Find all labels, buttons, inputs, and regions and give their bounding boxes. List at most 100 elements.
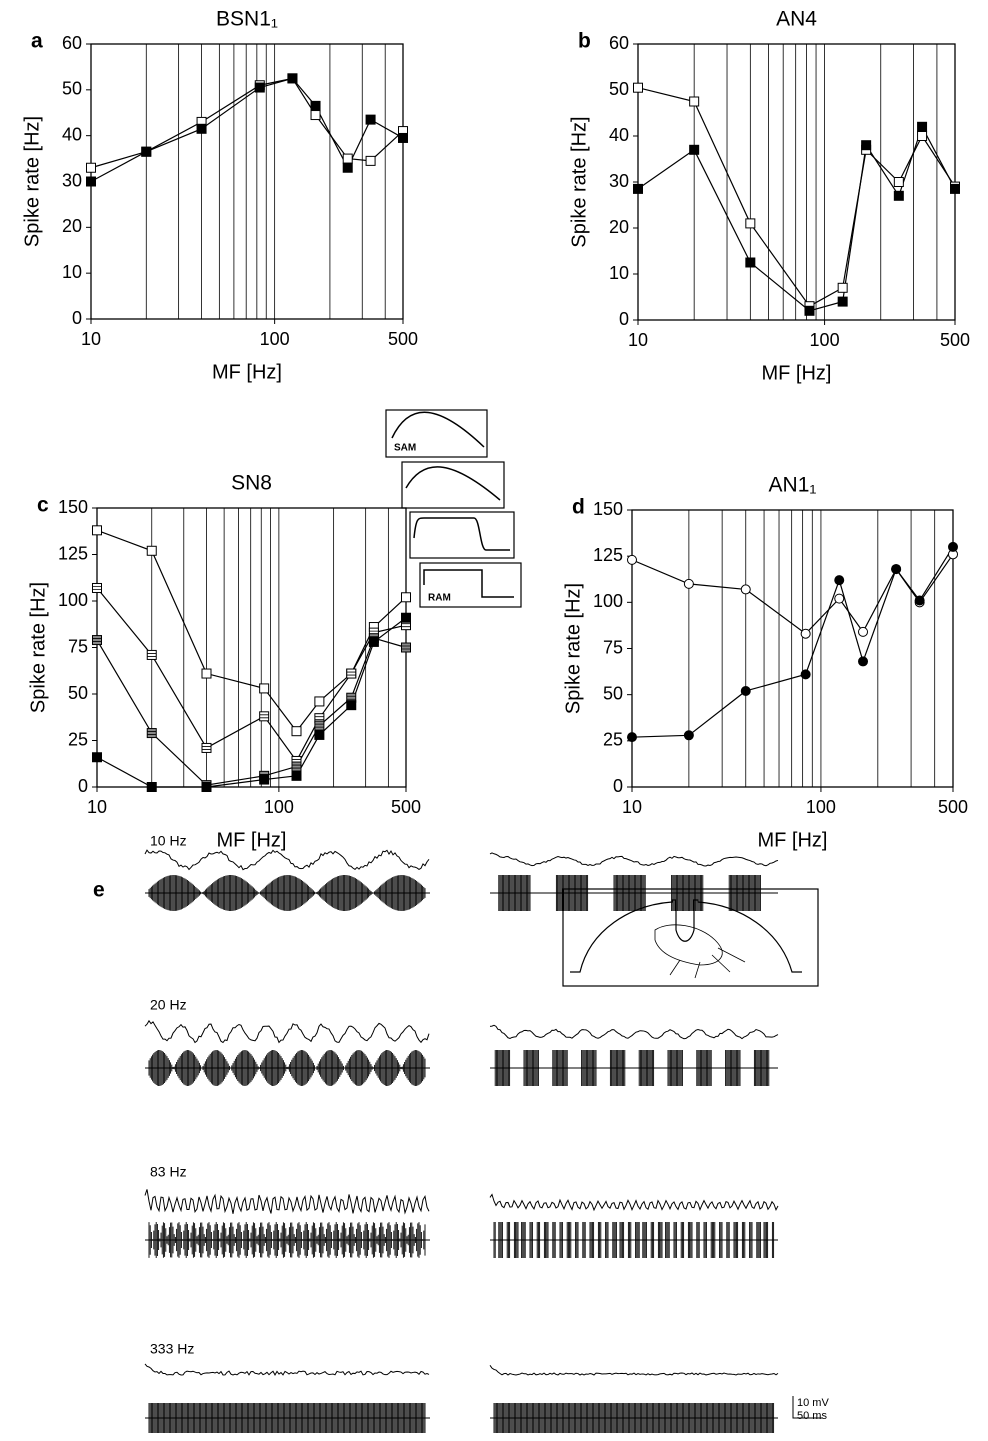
x-tick-label: 500: [940, 330, 970, 350]
data-point: [342, 162, 353, 173]
stimulus-trace: [148, 1403, 426, 1433]
y-axis-label: Spike rate [Hz]: [21, 116, 43, 247]
y-tick-label: 50: [62, 79, 82, 99]
data-point: [146, 728, 157, 739]
scale-label: 50 ms: [797, 1410, 827, 1422]
plot-frame: [637, 43, 956, 321]
membrane-trace: [144, 849, 430, 871]
plot-frame: [90, 43, 404, 320]
y-tick-label: 20: [609, 217, 629, 237]
data-point: [683, 730, 694, 741]
y-tick-label: 10: [609, 263, 629, 283]
y-tick-label: 60: [609, 33, 629, 53]
series-line: [631, 546, 954, 738]
membrane-trace: [489, 1365, 779, 1376]
x-tick-label: 10: [628, 330, 648, 350]
y-tick-label: 30: [62, 170, 82, 190]
marker-stripes: [147, 653, 157, 657]
series-line: [96, 529, 407, 733]
y-tick-label: 50: [603, 683, 623, 703]
data-point: [800, 628, 811, 639]
row-label: 83 Hz: [150, 1164, 187, 1180]
inset-box: [409, 511, 515, 559]
y-tick-label: 20: [62, 216, 82, 236]
chart-title: SN8: [231, 472, 272, 495]
membrane-trace: [489, 1193, 779, 1212]
y-tick-label: 0: [619, 309, 629, 329]
y-tick-label: 60: [62, 33, 82, 53]
data-point: [92, 582, 102, 593]
data-point: [861, 140, 872, 151]
data-point: [740, 584, 751, 595]
stimulus-trace: [148, 1222, 426, 1258]
series-line: [90, 77, 404, 169]
data-point: [346, 668, 357, 679]
data-point: [627, 554, 637, 565]
data-point: [346, 700, 357, 711]
y-tick-label: 125: [593, 545, 623, 565]
inset-label: SAM: [394, 443, 416, 454]
data-point: [804, 305, 815, 316]
y-tick-label: 75: [68, 636, 88, 656]
marker-stripes: [346, 671, 356, 676]
scale-bar: [792, 1396, 823, 1419]
plot-frame: [96, 507, 407, 788]
data-point: [917, 121, 928, 132]
data-point: [254, 82, 265, 93]
data-point: [633, 82, 643, 93]
series-line: [631, 553, 954, 635]
data-point: [398, 132, 408, 143]
plot-frame: [631, 509, 954, 788]
y-axis-label: Spike rate [Hz]: [568, 116, 590, 247]
data-point: [259, 683, 270, 694]
data-point: [92, 525, 102, 536]
data-point: [834, 575, 845, 586]
x-tick-label: 100: [810, 330, 840, 350]
data-point: [310, 110, 321, 121]
data-point: [891, 564, 902, 575]
y-tick-label: 25: [68, 729, 88, 749]
data-point: [914, 595, 925, 606]
row-label: 20 Hz: [150, 997, 187, 1013]
x-tick-label: 500: [391, 797, 421, 817]
row-label: 10 Hz: [150, 833, 187, 849]
data-point: [146, 782, 157, 792]
data-point: [689, 144, 700, 155]
series-line: [96, 617, 407, 788]
x-tick-label: 10: [87, 797, 107, 817]
data-point: [365, 155, 376, 166]
x-tick-label: 10: [81, 329, 101, 349]
scale-label: 10 mV: [797, 1397, 829, 1409]
membrane-trace: [489, 852, 779, 867]
x-axis-label: MF [Hz]: [212, 361, 282, 383]
data-point: [740, 685, 751, 696]
brain-outline: [570, 899, 802, 973]
chart-title: AN1₁: [769, 474, 817, 497]
stimulus-trace: [493, 1222, 775, 1258]
chart-title: AN4: [776, 8, 817, 31]
panel-label: e: [93, 879, 105, 902]
membrane-trace: [489, 1024, 779, 1040]
inset-label: RAM: [428, 593, 451, 604]
data-point: [314, 729, 325, 740]
panel-label: c: [37, 494, 49, 517]
y-tick-label: 50: [68, 683, 88, 703]
chart-title: BSN1₁: [216, 8, 278, 31]
y-tick-label: 40: [609, 125, 629, 145]
data-point: [314, 696, 325, 707]
data-point: [196, 123, 207, 134]
x-tick-label: 100: [264, 797, 294, 817]
y-tick-label: 0: [613, 776, 623, 796]
data-point: [86, 176, 96, 187]
marker-stripes: [92, 586, 102, 590]
membrane-trace: [144, 1363, 430, 1376]
marker-stripes: [92, 638, 102, 642]
data-point: [834, 593, 845, 604]
data-point: [291, 761, 302, 772]
y-tick-label: 0: [78, 776, 88, 796]
data-point: [858, 626, 869, 637]
stimulus-trace: [148, 875, 426, 911]
marker-stripes: [401, 645, 411, 650]
data-point: [745, 218, 756, 229]
data-point: [401, 612, 411, 623]
